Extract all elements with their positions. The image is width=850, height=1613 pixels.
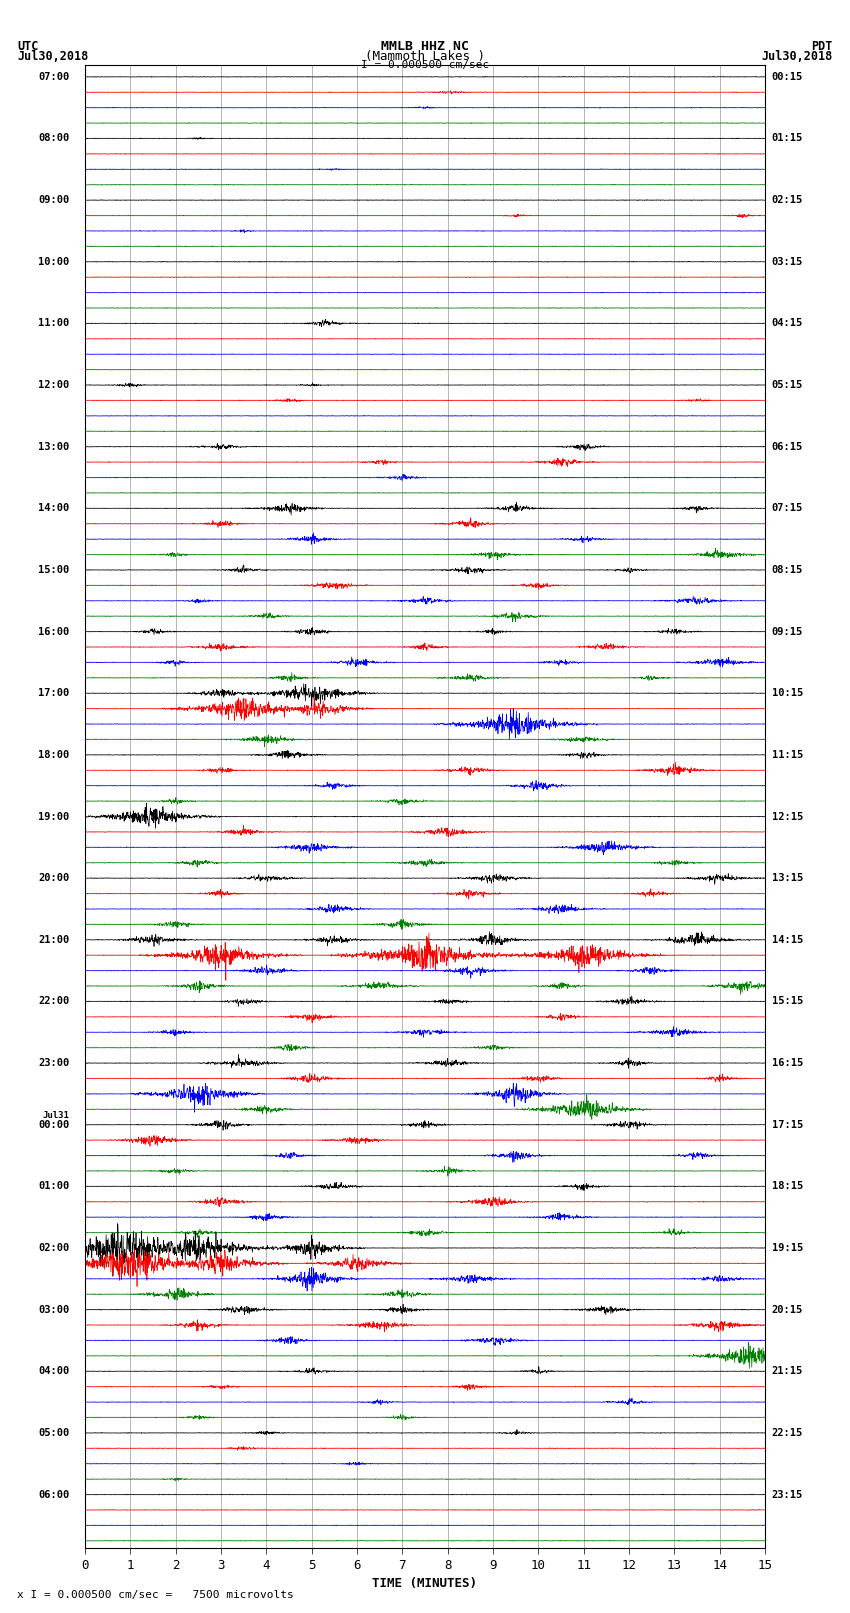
Text: 17:15: 17:15 xyxy=(772,1119,803,1129)
Text: 13:15: 13:15 xyxy=(772,873,803,884)
Text: 21:00: 21:00 xyxy=(38,936,69,945)
Text: 03:15: 03:15 xyxy=(772,256,803,266)
Text: 14:00: 14:00 xyxy=(38,503,69,513)
Text: 23:15: 23:15 xyxy=(772,1489,803,1500)
Text: 19:00: 19:00 xyxy=(38,811,69,821)
Text: 20:15: 20:15 xyxy=(772,1305,803,1315)
Text: 04:00: 04:00 xyxy=(38,1366,69,1376)
Text: 15:15: 15:15 xyxy=(772,997,803,1007)
Text: MMLB HHZ NC: MMLB HHZ NC xyxy=(381,40,469,53)
Text: 08:00: 08:00 xyxy=(38,134,69,144)
Text: 04:15: 04:15 xyxy=(772,318,803,329)
Text: 15:00: 15:00 xyxy=(38,565,69,574)
Text: PDT: PDT xyxy=(812,40,833,53)
Text: 00:15: 00:15 xyxy=(772,73,803,82)
Text: 21:15: 21:15 xyxy=(772,1366,803,1376)
Text: (Mammoth Lakes ): (Mammoth Lakes ) xyxy=(365,50,485,63)
Text: 03:00: 03:00 xyxy=(38,1305,69,1315)
Text: 10:00: 10:00 xyxy=(38,256,69,266)
Text: Jul30,2018: Jul30,2018 xyxy=(762,50,833,63)
Text: 23:00: 23:00 xyxy=(38,1058,69,1068)
Text: 12:15: 12:15 xyxy=(772,811,803,821)
Text: 01:15: 01:15 xyxy=(772,134,803,144)
Text: 16:00: 16:00 xyxy=(38,626,69,637)
Text: 07:15: 07:15 xyxy=(772,503,803,513)
Text: 20:00: 20:00 xyxy=(38,873,69,884)
Text: Jul31: Jul31 xyxy=(42,1111,69,1119)
Text: 11:15: 11:15 xyxy=(772,750,803,760)
Text: x I = 0.000500 cm/sec =   7500 microvolts: x I = 0.000500 cm/sec = 7500 microvolts xyxy=(17,1590,294,1600)
X-axis label: TIME (MINUTES): TIME (MINUTES) xyxy=(372,1578,478,1590)
Text: 16:15: 16:15 xyxy=(772,1058,803,1068)
Text: 09:00: 09:00 xyxy=(38,195,69,205)
Text: 19:15: 19:15 xyxy=(772,1244,803,1253)
Text: 17:00: 17:00 xyxy=(38,689,69,698)
Text: 13:00: 13:00 xyxy=(38,442,69,452)
Text: 06:15: 06:15 xyxy=(772,442,803,452)
Text: 00:00: 00:00 xyxy=(38,1119,69,1129)
Text: 07:00: 07:00 xyxy=(38,73,69,82)
Text: 02:15: 02:15 xyxy=(772,195,803,205)
Text: 05:15: 05:15 xyxy=(772,381,803,390)
Text: UTC: UTC xyxy=(17,40,38,53)
Text: 02:00: 02:00 xyxy=(38,1244,69,1253)
Text: 22:15: 22:15 xyxy=(772,1428,803,1437)
Text: I = 0.000500 cm/sec: I = 0.000500 cm/sec xyxy=(361,60,489,69)
Text: Jul30,2018: Jul30,2018 xyxy=(17,50,88,63)
Text: 11:00: 11:00 xyxy=(38,318,69,329)
Text: 05:00: 05:00 xyxy=(38,1428,69,1437)
Text: 14:15: 14:15 xyxy=(772,936,803,945)
Text: 12:00: 12:00 xyxy=(38,381,69,390)
Text: 08:15: 08:15 xyxy=(772,565,803,574)
Text: 01:00: 01:00 xyxy=(38,1181,69,1192)
Text: 22:00: 22:00 xyxy=(38,997,69,1007)
Text: 06:00: 06:00 xyxy=(38,1489,69,1500)
Text: 18:15: 18:15 xyxy=(772,1181,803,1192)
Text: 18:00: 18:00 xyxy=(38,750,69,760)
Text: 10:15: 10:15 xyxy=(772,689,803,698)
Text: 09:15: 09:15 xyxy=(772,626,803,637)
